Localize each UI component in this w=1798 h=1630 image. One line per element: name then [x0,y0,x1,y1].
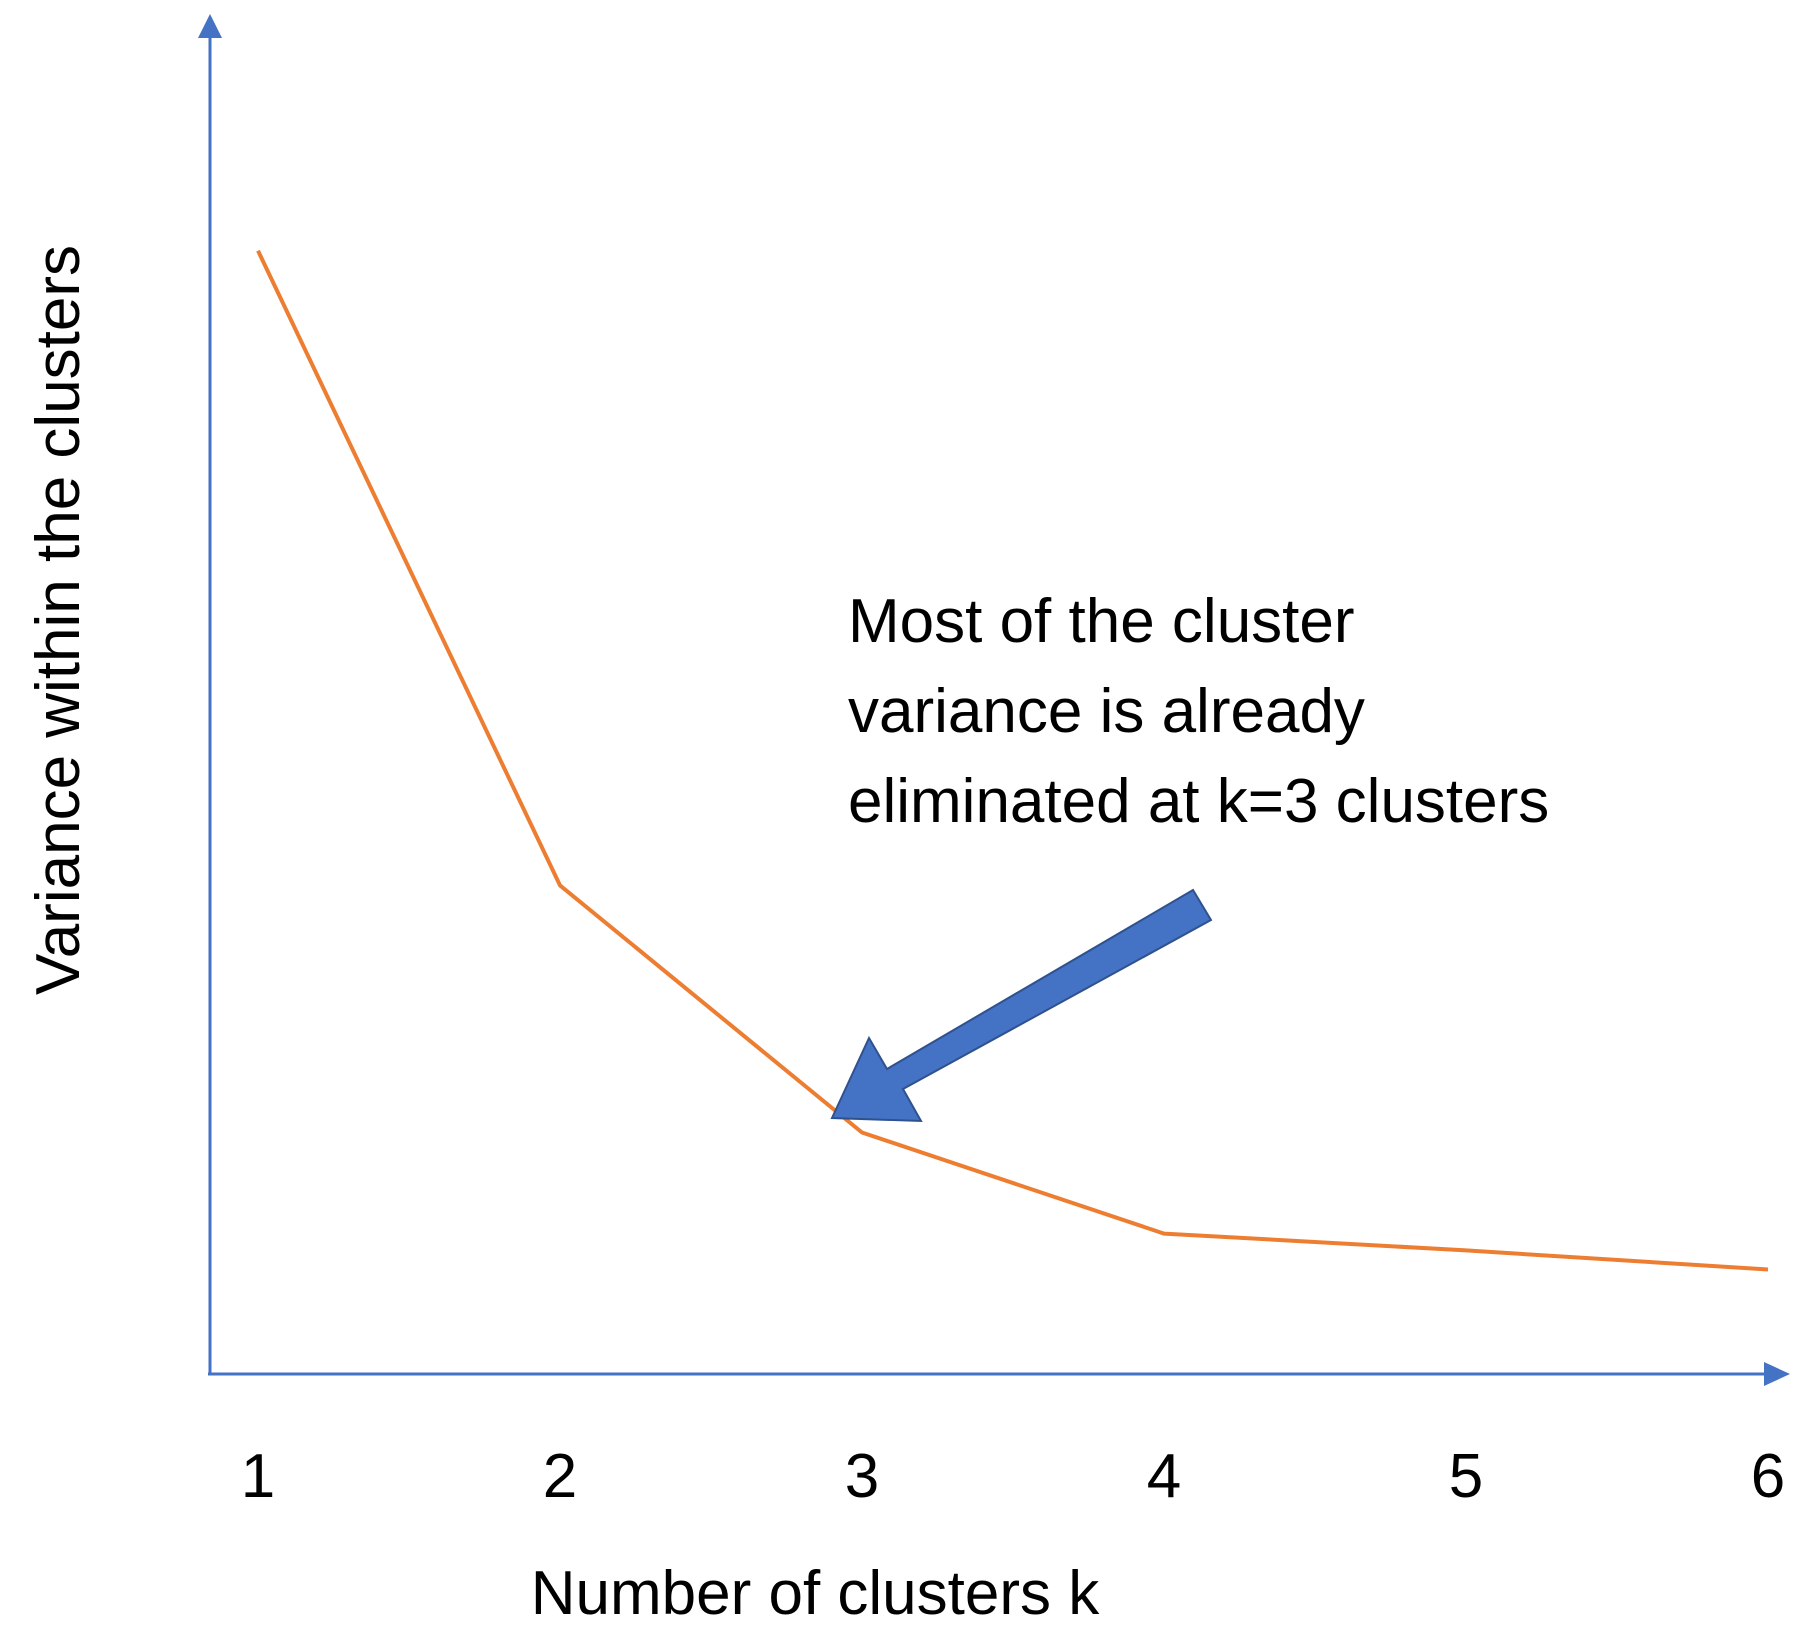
series-line [256,249,1769,1272]
axes [198,14,1790,1386]
x-tick-labels: 1 2 3 4 5 6 [241,1442,1785,1511]
x-axis-title: Number of clusters k [531,1559,1101,1628]
annotation-arrow-icon [830,888,1213,1123]
x-tick-label: 2 [543,1442,577,1511]
annotation-line-1: Most of the cluster [848,587,1355,656]
annotation: Most of the cluster variance is already … [830,587,1549,1123]
annotation-line-2: variance is already [848,677,1365,746]
x-tick-label: 3 [845,1442,879,1511]
x-tick-label: 6 [1751,1442,1785,1511]
y-axis-title: Variance within the clusters [24,245,93,995]
x-tick-label: 4 [1147,1442,1181,1511]
y-axis-arrowhead [198,14,222,38]
annotation-line-3: eliminated at k=3 clusters [848,767,1549,836]
x-tick-label: 5 [1449,1442,1483,1511]
x-axis-arrowhead [1764,1362,1790,1386]
x-tick-label: 1 [241,1442,275,1511]
